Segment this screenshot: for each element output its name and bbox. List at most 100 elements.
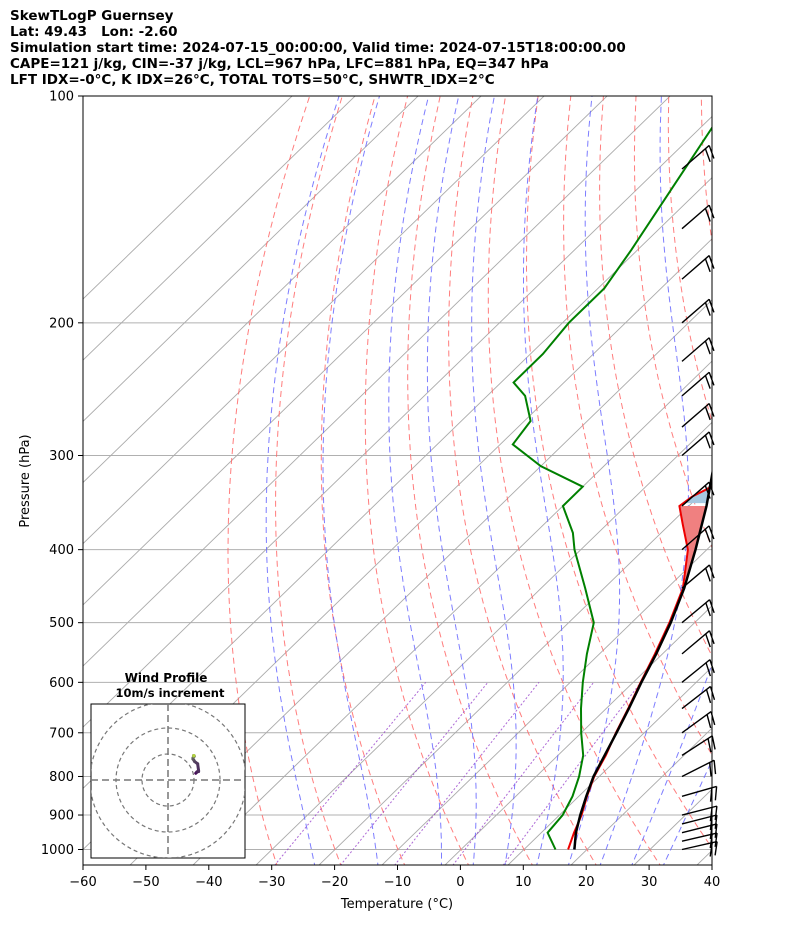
moist-adiabat [631, 663, 712, 865]
dry-adiabat [487, 96, 661, 865]
barb-flag [705, 662, 712, 677]
x-tick-label: 40 [704, 875, 721, 890]
time-label: Simulation start time: 2024-07-15_00:00:… [10, 40, 626, 56]
chart-title: SkewTLogP Guernsey [10, 8, 174, 24]
moist-adiabat [523, 96, 564, 865]
dry-adiabat [667, 96, 712, 423]
indices-line-1: CAPE=121 j/kg, CIN=-37 j/kg, LCL=967 hPa… [10, 56, 549, 72]
y-tick-label: 700 [49, 726, 74, 741]
wind-barb [681, 371, 715, 397]
barb-flag [704, 485, 711, 499]
x-axis-ticks: −60 −50 −40 −30 −20 −10 0 10 20 30 40 [69, 865, 720, 890]
moist-adiabat [599, 96, 689, 865]
wind-barb [681, 759, 717, 778]
wind-barb [681, 481, 715, 507]
y-tick-label: 100 [49, 90, 74, 105]
y-tick-label: 600 [49, 676, 74, 691]
barb-flag [704, 406, 711, 421]
moist-adiabat [265, 96, 340, 865]
isotherm-line [381, 544, 712, 865]
wind-barb [681, 204, 715, 230]
isotherm-line [444, 605, 712, 865]
x-tick-label: −10 [384, 875, 411, 890]
barb-staff [681, 337, 710, 362]
barb-staff [681, 685, 711, 710]
barb-flag [714, 806, 718, 821]
hodograph-content [91, 704, 245, 858]
isotherm-line [570, 727, 712, 865]
y-tick-label: 1000 [41, 843, 74, 858]
x-tick-label: 10 [515, 875, 532, 890]
barb-flag [708, 762, 712, 777]
wind-barb [681, 255, 715, 280]
cape-cin-shading [679, 475, 712, 581]
hodograph: Wind Profile 10m/s increment [90, 671, 246, 859]
moist-adiabat [471, 96, 517, 865]
cin-area [679, 506, 707, 581]
x-tick-label: −40 [195, 875, 222, 890]
barb-flag [705, 689, 712, 704]
barb-staff [681, 525, 710, 551]
isotherm-line [83, 96, 356, 361]
barb-flag [704, 208, 711, 222]
barb-flag [705, 602, 711, 617]
barb-staff [681, 630, 710, 655]
barb-flag [704, 375, 711, 389]
dry-adiabat [448, 96, 597, 865]
barb-flag [714, 832, 718, 847]
barb-staff [681, 759, 715, 778]
barb-flag [714, 814, 718, 829]
barb-flag [714, 823, 718, 838]
dry-adiabat [525, 96, 712, 849]
y-tick-label: 900 [49, 809, 74, 824]
chart-header: SkewTLogP Guernsey Lat: 49.43 Lon: -2.60… [10, 8, 626, 88]
wind-barb [681, 659, 715, 683]
dry-adiabat [599, 96, 712, 657]
barb-staff [681, 710, 712, 734]
temperature-line [567, 485, 712, 850]
y-tick-label: 300 [49, 449, 74, 464]
barb-staff [681, 204, 710, 230]
barb-flag [708, 525, 715, 540]
isotherm-line [83, 96, 482, 484]
barb-staff [681, 735, 713, 756]
isotherm-line [83, 115, 712, 728]
barb-flag [704, 340, 711, 355]
wind-barb [681, 525, 715, 551]
barb-flag [704, 258, 711, 273]
wind-barb [681, 337, 715, 362]
dry-adiabat [227, 96, 311, 865]
x-tick-label: 20 [578, 875, 595, 890]
mixing-ratio-line [394, 681, 540, 865]
dry-adiabat [320, 96, 406, 865]
wind-barb [681, 710, 716, 734]
dry-adiabat [364, 96, 470, 865]
isotherm-line [696, 849, 712, 865]
mixing-ratio-line [452, 681, 595, 865]
isotherm-line [192, 360, 712, 865]
moist-adiabat [567, 96, 621, 865]
isotherm-line [756, 62, 794, 869]
moist-adiabat [662, 759, 712, 865]
barb-flag [705, 633, 711, 648]
dry-adiabat [633, 96, 712, 549]
y-axis-ticks: 100 200 300 400 500 600 700 800 900 1000 [41, 90, 83, 858]
cape-area [683, 475, 712, 504]
y-tick-label: 200 [49, 316, 74, 331]
moist-adiabat [322, 96, 380, 865]
isotherm-line [129, 299, 712, 865]
background-lines [83, 62, 794, 869]
moist-adiabat [388, 96, 442, 865]
barb-flag [704, 302, 711, 316]
indices-line-2: LFT IDX=-0°C, K IDX=26°C, TOTAL TOTS=50°… [10, 72, 495, 88]
mixing-ratio-line [340, 681, 489, 865]
parcel-path-line [573, 468, 712, 850]
x-tick-label: −60 [69, 875, 96, 890]
barb-staff [681, 481, 710, 507]
y-axis-label: Pressure (hPa) [18, 434, 33, 527]
barb-flag [705, 567, 711, 582]
barb-staff [681, 255, 710, 280]
barb-flag [704, 148, 711, 163]
barb-flag [704, 528, 711, 543]
barb-staff [681, 371, 710, 397]
